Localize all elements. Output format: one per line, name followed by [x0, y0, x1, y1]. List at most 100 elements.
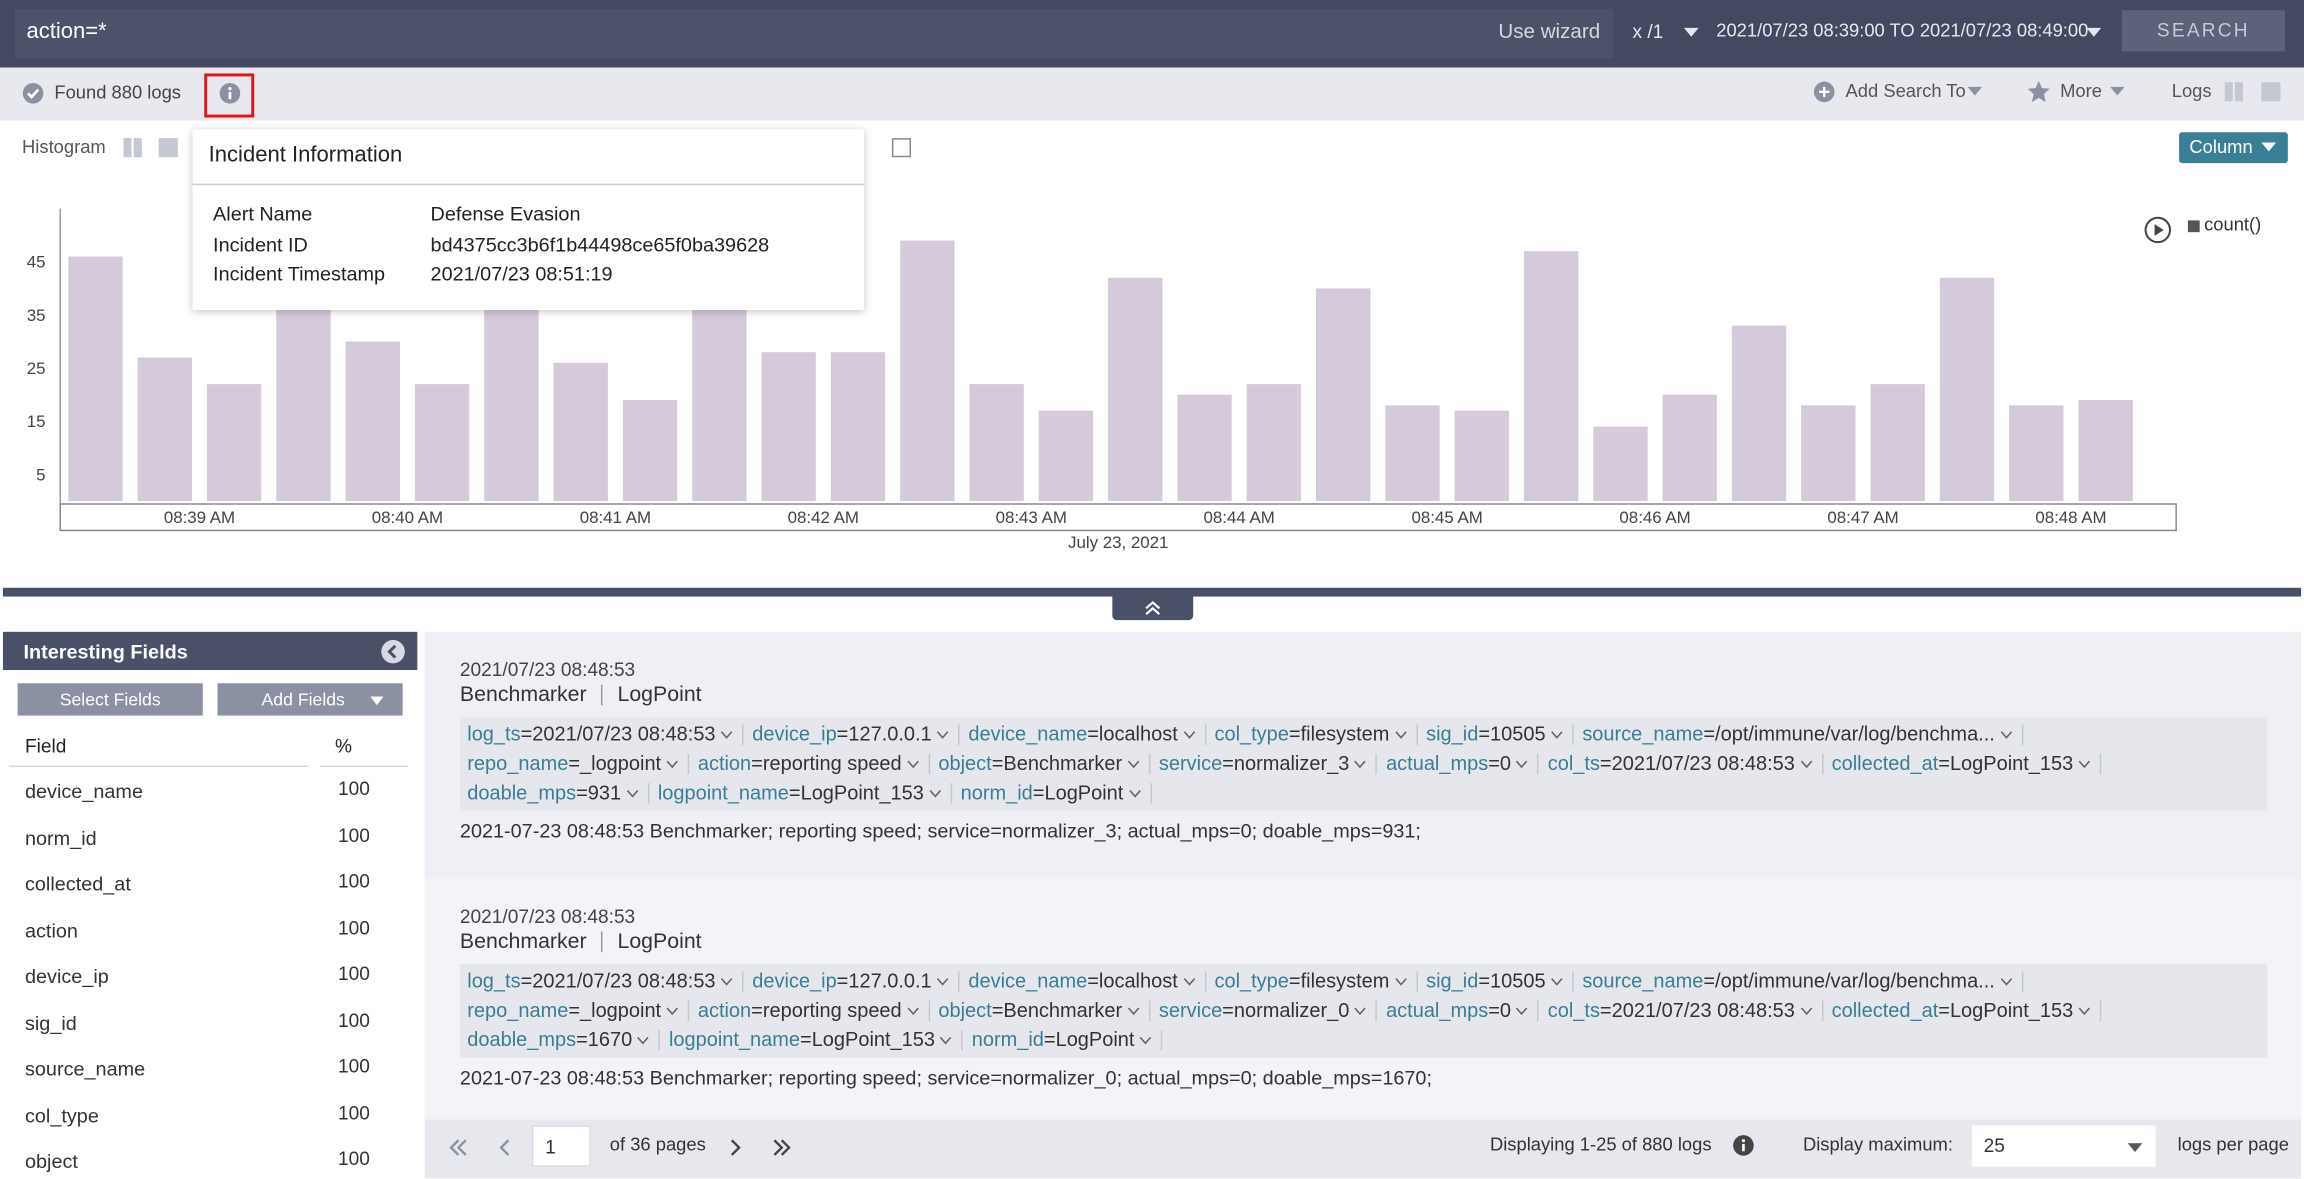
- field-value[interactable]: localhost: [1087, 719, 1178, 749]
- field-value[interactable]: 10505: [1478, 719, 1546, 749]
- prev-page[interactable]: [498, 1137, 513, 1158]
- field-chip[interactable]: col_typefilesystem: [1214, 969, 1418, 992]
- first-page[interactable]: [448, 1137, 469, 1158]
- field-key[interactable]: device_ip: [752, 722, 837, 745]
- field-chip[interactable]: log_ts2021/07/23 08:48:53: [467, 722, 744, 745]
- time-range[interactable]: 2021/07/23 08:39:00 TO 2021/07/23 08:49:…: [1716, 20, 2089, 42]
- field-value[interactable]: LogPoint_153: [1938, 996, 2073, 1026]
- field-chip[interactable]: device_namelocalhost: [968, 969, 1206, 992]
- splitter[interactable]: [2, 587, 2302, 597]
- field-chip[interactable]: device_ip127.0.0.1: [752, 722, 960, 745]
- field-name[interactable]: col_type: [24, 1104, 99, 1127]
- display-max-select[interactable]: 25: [1971, 1125, 2156, 1167]
- checkbox[interactable]: [891, 138, 912, 158]
- field-value[interactable]: 127.0.0.1: [837, 966, 931, 996]
- field-key[interactable]: object: [938, 751, 992, 774]
- field-value[interactable]: normalizer_0: [1222, 996, 1349, 1026]
- collapse-tab[interactable]: [1112, 595, 1194, 621]
- field-chip[interactable]: objectBenchmarker: [938, 752, 1151, 775]
- field-name[interactable]: collected_at: [24, 872, 131, 895]
- field-key[interactable]: collected_at: [1831, 998, 1939, 1021]
- field-key[interactable]: col_ts: [1547, 998, 1600, 1021]
- field-key[interactable]: logpoint_name: [657, 781, 789, 804]
- field-name[interactable]: sig_id: [24, 1011, 77, 1034]
- field-key[interactable]: device_ip: [752, 969, 837, 992]
- field-chip[interactable]: device_ip127.0.0.1: [752, 969, 960, 992]
- field-value[interactable]: 10505: [1478, 966, 1546, 996]
- field-value[interactable]: 0: [1488, 749, 1511, 779]
- field-chip[interactable]: norm_idLogPoint: [961, 781, 1152, 804]
- field-value[interactable]: LogPoint_153: [1938, 749, 2073, 779]
- field-name[interactable]: source_name: [24, 1057, 146, 1081]
- collapse-button[interactable]: [381, 639, 406, 664]
- field-key[interactable]: sig_id: [1426, 969, 1479, 992]
- last-page[interactable]: [771, 1137, 792, 1158]
- field-chip[interactable]: logpoint_nameLogPoint_153: [658, 781, 952, 804]
- field-chip[interactable]: collected_atLogPoint_153: [1832, 999, 2102, 1022]
- field-key[interactable]: log_ts: [467, 722, 521, 745]
- field-chip[interactable]: actionreporting speed: [698, 752, 930, 775]
- more-menu[interactable]: More: [2060, 80, 2102, 102]
- field-key[interactable]: actual_mps: [1386, 998, 1489, 1021]
- field-chip[interactable]: col_typefilesystem: [1214, 722, 1418, 745]
- field-name[interactable]: device_ip: [24, 965, 109, 988]
- play-button[interactable]: [2144, 216, 2172, 244]
- field-name[interactable]: object: [24, 1150, 78, 1173]
- field-key[interactable]: norm_id: [960, 781, 1033, 804]
- field-value[interactable]: normalizer_3: [1222, 749, 1349, 779]
- field-key[interactable]: doable_mps: [467, 1028, 577, 1051]
- field-chip[interactable]: doable_mps931: [467, 781, 650, 804]
- field-chip[interactable]: repo_name_logpoint: [467, 999, 690, 1022]
- field-value[interactable]: LogPoint: [1044, 1025, 1135, 1055]
- field-key[interactable]: logpoint_name: [668, 1028, 801, 1051]
- field-key[interactable]: device_name: [968, 722, 1088, 745]
- add-fields-button[interactable]: Add Fields: [217, 683, 403, 716]
- field-name[interactable]: device_name: [24, 780, 143, 803]
- field-chip[interactable]: logpoint_nameLogPoint_153: [669, 1028, 963, 1051]
- select-fields-button[interactable]: Select Fields: [17, 683, 203, 716]
- field-value[interactable]: 127.0.0.1: [837, 719, 931, 749]
- field-key[interactable]: object: [938, 998, 992, 1021]
- add-search-to[interactable]: Add Search To: [1845, 80, 1966, 102]
- field-value[interactable]: filesystem: [1289, 719, 1390, 749]
- field-key[interactable]: log_ts: [467, 969, 521, 992]
- display-max[interactable]: 25: [1983, 1134, 2005, 1157]
- field-value[interactable]: localhost: [1087, 966, 1178, 996]
- add-fields-label[interactable]: Add Fields: [261, 689, 345, 710]
- field-value[interactable]: 2021/07/23 08:48:53: [1600, 996, 1795, 1026]
- field-chip[interactable]: col_ts2021/07/23 08:48:53: [1548, 752, 1823, 775]
- field-chip[interactable]: log_ts2021/07/23 08:48:53: [467, 969, 744, 992]
- field-value[interactable]: reporting speed: [751, 749, 902, 779]
- field-key[interactable]: service: [1158, 751, 1223, 774]
- field-value[interactable]: LogPoint: [1033, 778, 1123, 808]
- field-chip[interactable]: actionreporting speed: [698, 999, 930, 1022]
- info-button[interactable]: [219, 82, 241, 104]
- field-value[interactable]: reporting speed: [751, 996, 902, 1026]
- field-chip[interactable]: source_name/opt/immune/var/log/benchma..…: [1582, 722, 2023, 745]
- field-chip[interactable]: sig_id10505: [1426, 722, 1574, 745]
- field-key[interactable]: sig_id: [1426, 722, 1479, 745]
- field-value[interactable]: Benchmarker: [992, 996, 1122, 1026]
- field-value[interactable]: 1670: [576, 1025, 632, 1055]
- field-name[interactable]: action: [24, 919, 78, 942]
- field-value[interactable]: LogPoint_153: [789, 778, 924, 808]
- histogram-toggles[interactable]: [123, 137, 182, 159]
- field-key[interactable]: source_name: [1582, 969, 1704, 992]
- field-key[interactable]: doable_mps: [467, 781, 577, 804]
- chart-type-button[interactable]: Column: [2179, 132, 2288, 164]
- field-chip[interactable]: actual_mps0: [1386, 752, 1539, 775]
- next-page[interactable]: [727, 1137, 742, 1158]
- chart-type[interactable]: Column: [2189, 136, 2253, 158]
- field-value[interactable]: Benchmarker: [992, 749, 1122, 779]
- query[interactable]: action=*: [26, 19, 107, 45]
- field-chip[interactable]: col_ts2021/07/23 08:48:53: [1548, 999, 1823, 1022]
- field-key[interactable]: col_ts: [1547, 751, 1600, 774]
- field-key[interactable]: repo_name: [467, 998, 569, 1021]
- field-value[interactable]: _logpoint: [568, 749, 661, 779]
- wizard-link[interactable]: Use wizard: [1498, 19, 1601, 43]
- field-value[interactable]: 2021/07/23 08:48:53: [521, 719, 715, 749]
- field-chip[interactable]: norm_idLogPoint: [972, 1028, 1163, 1051]
- field-chip[interactable]: actual_mps0: [1386, 999, 1539, 1022]
- page-input[interactable]: 1: [531, 1125, 591, 1167]
- field-chip[interactable]: servicenormalizer_3: [1159, 752, 1378, 775]
